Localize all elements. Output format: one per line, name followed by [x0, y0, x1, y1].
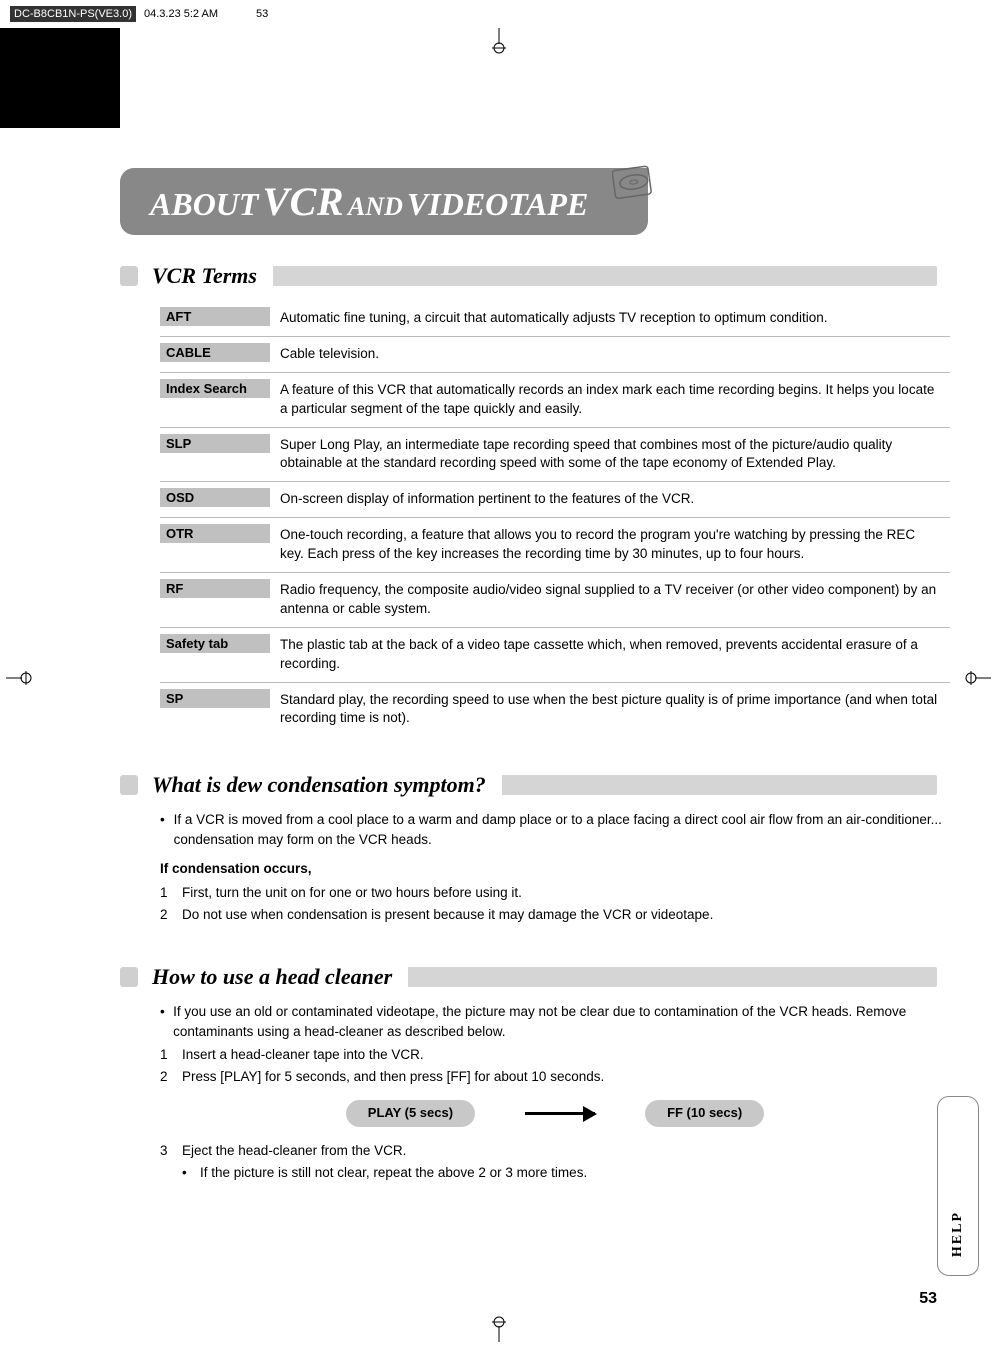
term-label: OTR: [160, 524, 270, 543]
bullet-icon: •: [182, 1163, 200, 1183]
section-title-cleaner: How to use a head cleaner: [152, 964, 408, 990]
term-row: CABLECable television.: [160, 337, 950, 373]
term-row: OTROne-touch recording, a feature that a…: [160, 518, 950, 573]
section-bullet-icon: [120, 967, 138, 987]
step-number: 2: [160, 1067, 182, 1087]
print-header: DC-B8CB1N-PS(VE3.0) 04.3.23 5:2 AM 53: [0, 0, 997, 28]
dew-bullet-text: If a VCR is moved from a cool place to a…: [174, 810, 950, 849]
title-videotape: VIDEOTAPE: [407, 186, 588, 222]
step-number: 2: [160, 905, 182, 925]
crop-mark-right-icon: [965, 668, 991, 688]
term-row: RFRadio frequency, the composite audio/v…: [160, 573, 950, 628]
term-row: SLPSuper Long Play, an intermediate tape…: [160, 428, 950, 483]
crop-mark-left-icon: [6, 668, 32, 688]
dew-step-1: First, turn the unit on for one or two h…: [182, 883, 522, 903]
cleaner-step-2: Press [PLAY] for 5 seconds, and then pre…: [182, 1067, 604, 1087]
term-row: OSDOn-screen display of information pert…: [160, 482, 950, 518]
header-page-mark: 53: [256, 8, 268, 20]
dew-body: • If a VCR is moved from a cool place to…: [160, 810, 950, 924]
cleaner-step-1: Insert a head-cleaner tape into the VCR.: [182, 1045, 424, 1065]
term-label: AFT: [160, 307, 270, 326]
section-bullet-icon: [120, 775, 138, 795]
header-date: 04.3.23 5:2 AM: [144, 8, 218, 20]
term-row: SPStandard play, the recording speed to …: [160, 683, 950, 737]
term-row: Index SearchA feature of this VCR that a…: [160, 373, 950, 428]
term-definition: Standard play, the recording speed to us…: [270, 689, 950, 731]
page-title-block: ABOUT VCR AND VIDEOTAPE: [60, 168, 937, 235]
page-number: 53: [919, 1290, 937, 1308]
cleaner-bullet-text: If you use an old or contaminated videot…: [173, 1002, 950, 1041]
term-definition: Cable television.: [270, 343, 950, 366]
term-definition: A feature of this VCR that automatically…: [270, 379, 950, 421]
section-header-terms: VCR Terms: [120, 263, 937, 289]
section-bullet-icon: [120, 266, 138, 286]
section-rule: [402, 967, 937, 987]
arrow-right-icon: [525, 1112, 595, 1115]
term-label: SP: [160, 689, 270, 708]
section-title-dew: What is dew condensation symptom?: [152, 772, 502, 798]
term-row: AFTAutomatic fine tuning, a circuit that…: [160, 301, 950, 337]
title-and: AND: [348, 192, 403, 221]
term-row: Safety tabThe plastic tab at the back of…: [160, 628, 950, 683]
dew-subhead: If condensation occurs,: [160, 859, 950, 879]
cleaner-step-3: Eject the head-cleaner from the VCR.: [182, 1141, 406, 1161]
disc-icon: [612, 162, 656, 206]
section-title-terms: VCR Terms: [152, 263, 273, 289]
term-label: SLP: [160, 434, 270, 453]
term-definition: Radio frequency, the composite audio/vid…: [270, 579, 950, 621]
cleaner-body: • If you use an old or contaminated vide…: [160, 1002, 950, 1182]
play-ff-diagram: PLAY (5 secs) FF (10 secs): [160, 1100, 950, 1127]
term-label: RF: [160, 579, 270, 598]
help-tab-label: HELP: [950, 1211, 966, 1257]
term-definition: On-screen display of information pertine…: [270, 488, 950, 511]
section-header-dew: What is dew condensation symptom?: [120, 772, 937, 798]
term-label: Index Search: [160, 379, 270, 398]
terms-table: AFTAutomatic fine tuning, a circuit that…: [160, 301, 950, 736]
bullet-icon: •: [160, 810, 174, 849]
bullet-icon: •: [160, 1002, 173, 1041]
play-pill: PLAY (5 secs): [346, 1100, 475, 1127]
section-rule: [267, 266, 937, 286]
term-definition: One-touch recording, a feature that allo…: [270, 524, 950, 566]
cleaner-step-3-sub: If the picture is still not clear, repea…: [200, 1163, 587, 1183]
ff-pill: FF (10 secs): [645, 1100, 764, 1127]
step-number: 1: [160, 1045, 182, 1065]
term-label: Safety tab: [160, 634, 270, 653]
crop-mark-bottom-icon: [489, 1316, 509, 1342]
title-ribbon: ABOUT VCR AND VIDEOTAPE: [120, 168, 648, 235]
header-file: DC-B8CB1N-PS(VE3.0): [10, 6, 136, 22]
title-vcr: VCR: [262, 179, 344, 224]
term-label: OSD: [160, 488, 270, 507]
step-number: 1: [160, 883, 182, 903]
term-definition: Automatic fine tuning, a circuit that au…: [270, 307, 950, 330]
dew-step-2: Do not use when condensation is present …: [182, 905, 713, 925]
section-header-cleaner: How to use a head cleaner: [120, 964, 937, 990]
term-label: CABLE: [160, 343, 270, 362]
term-definition: Super Long Play, an intermediate tape re…: [270, 434, 950, 476]
section-rule: [496, 775, 937, 795]
step-number: 3: [160, 1141, 182, 1161]
term-definition: The plastic tab at the back of a video t…: [270, 634, 950, 676]
title-about: ABOUT: [150, 186, 258, 222]
page-content: ABOUT VCR AND VIDEOTAPE VCR Terms AFTAut…: [0, 28, 997, 1226]
help-side-tab: HELP: [937, 1096, 979, 1276]
